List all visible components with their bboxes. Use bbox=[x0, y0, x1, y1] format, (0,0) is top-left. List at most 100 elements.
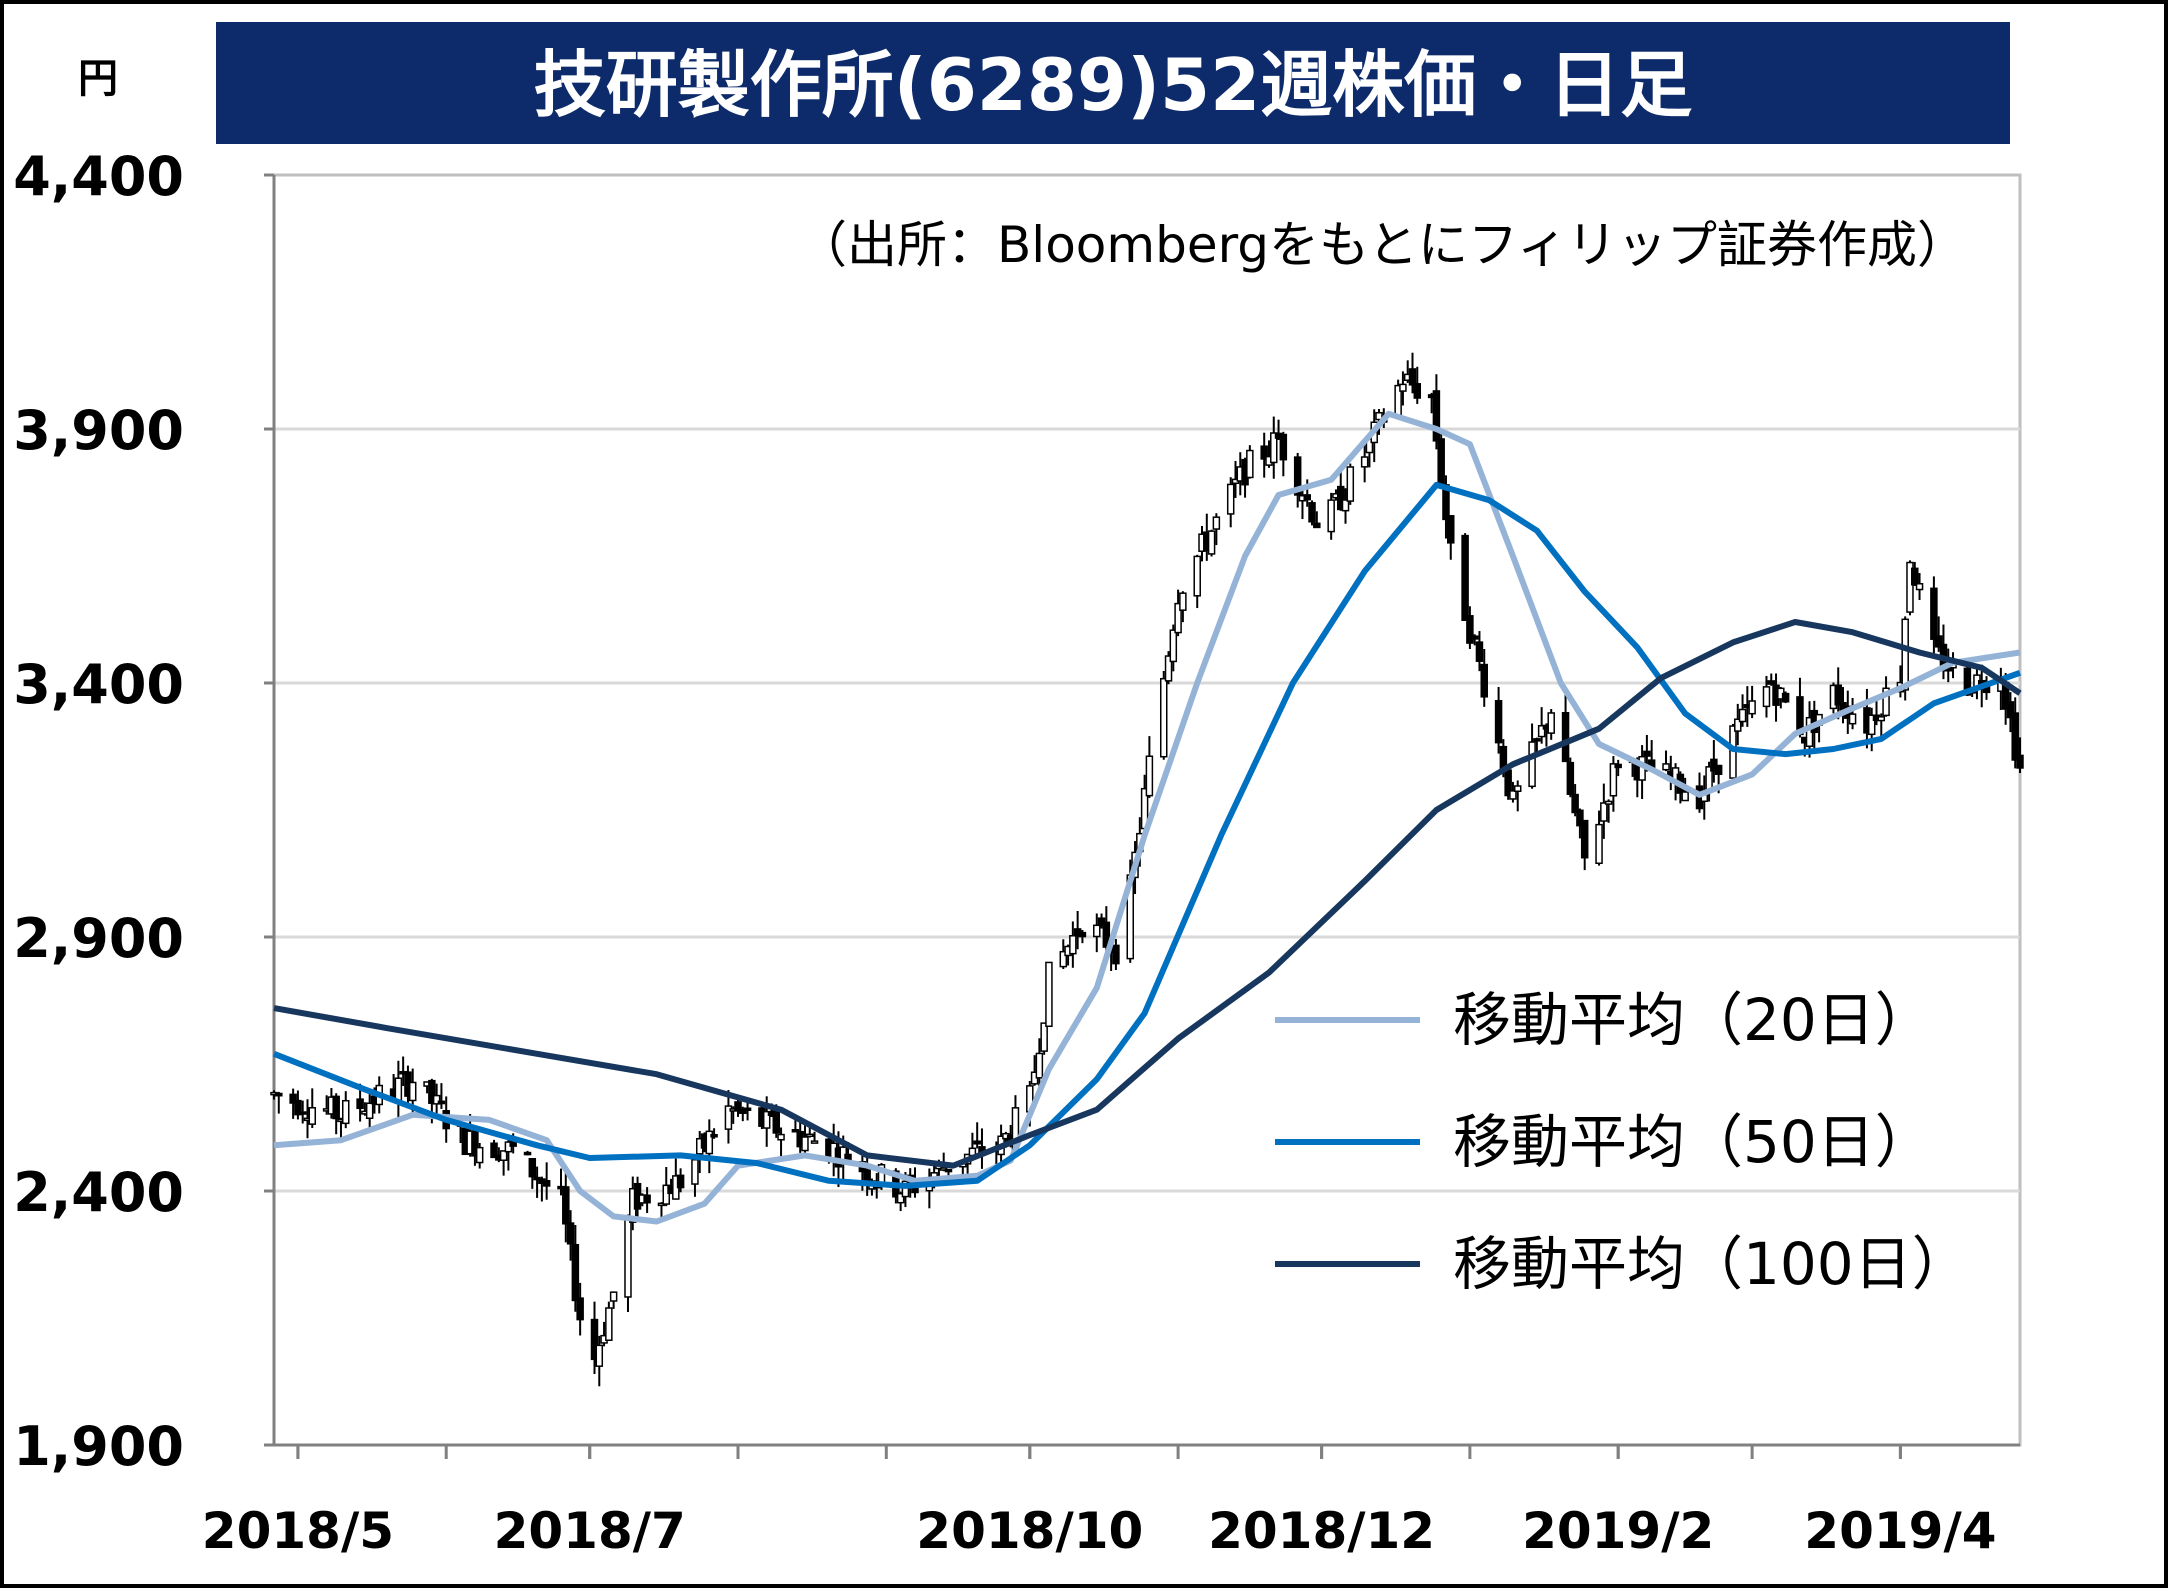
candle-body bbox=[777, 1133, 785, 1141]
candle-body bbox=[1360, 456, 1369, 468]
candle-body bbox=[1308, 502, 1316, 523]
candle-body bbox=[710, 1134, 718, 1138]
candle-body bbox=[1447, 515, 1455, 544]
candle-body bbox=[1327, 499, 1335, 533]
candle-body bbox=[1399, 383, 1407, 392]
candle-body bbox=[275, 1092, 283, 1097]
y-tick-label: 1,900 bbox=[13, 1415, 184, 1478]
candle-body bbox=[1537, 725, 1546, 738]
candle-body bbox=[1934, 635, 1943, 648]
candle-body bbox=[734, 1101, 742, 1111]
candle-body bbox=[1246, 449, 1254, 479]
candle-body bbox=[1963, 667, 1972, 696]
x-tick-label: 2018/5 bbox=[202, 1502, 394, 1560]
candle-body bbox=[475, 1146, 484, 1164]
candle-body bbox=[743, 1107, 752, 1111]
candle-body bbox=[562, 1186, 570, 1225]
candle-body bbox=[1313, 522, 1321, 529]
y-tick-label: 3,400 bbox=[13, 653, 184, 716]
candle-body bbox=[1609, 763, 1618, 797]
candle-body bbox=[1045, 961, 1053, 1028]
candle-body bbox=[1714, 764, 1723, 775]
candle-body bbox=[1566, 761, 1575, 795]
legend-label: 移動平均（100日） bbox=[1453, 1230, 1970, 1298]
candle-body bbox=[1528, 741, 1536, 788]
candle-body bbox=[1413, 383, 1422, 399]
candle-body bbox=[1193, 555, 1201, 597]
candle-body bbox=[724, 1105, 733, 1130]
x-tick-label: 2018/12 bbox=[1208, 1502, 1435, 1560]
candle-body bbox=[1604, 800, 1613, 805]
candle-body bbox=[342, 1099, 350, 1125]
candle-body bbox=[1346, 466, 1355, 502]
candle-body bbox=[1738, 708, 1747, 723]
candle-body bbox=[428, 1079, 436, 1104]
candle-body bbox=[1614, 763, 1622, 769]
candle-body bbox=[1169, 629, 1178, 663]
ma-line-0 bbox=[273, 410, 2021, 1225]
candle-body bbox=[1112, 944, 1120, 965]
candle-body bbox=[1040, 1022, 1048, 1052]
candle-body bbox=[471, 1130, 479, 1157]
y-axis: 4,400 3,900 3,400 2,900 2,400 1,900 bbox=[13, 145, 274, 1478]
candle-body bbox=[437, 1100, 446, 1105]
candle-body bbox=[1509, 790, 1517, 800]
legend-label: 移動平均（20日） bbox=[1453, 986, 1933, 1054]
candle-body bbox=[1179, 592, 1187, 611]
candle-body bbox=[739, 1108, 747, 1114]
candle-body bbox=[1662, 763, 1670, 771]
candle-body bbox=[1078, 931, 1087, 938]
chart-title: 技研製作所(6289)52週株価・日足 bbox=[534, 43, 1692, 127]
candle-body bbox=[1069, 935, 1077, 955]
candle-body bbox=[2011, 712, 2019, 761]
candle-body bbox=[896, 1192, 905, 1204]
candle-body bbox=[356, 1098, 364, 1110]
candle-body bbox=[801, 1136, 809, 1152]
candle-body bbox=[590, 1318, 599, 1361]
candle-body bbox=[901, 1180, 910, 1198]
candle-body bbox=[499, 1150, 508, 1162]
candle-body bbox=[1767, 680, 1776, 685]
candle-body bbox=[762, 1110, 771, 1129]
candle-body bbox=[1848, 713, 1857, 725]
candle-body bbox=[1270, 432, 1278, 464]
candle-body bbox=[528, 1158, 537, 1178]
candle-body bbox=[1595, 823, 1603, 865]
candle-body bbox=[1480, 663, 1488, 698]
candle-body bbox=[1437, 438, 1445, 486]
candle-body bbox=[1341, 499, 1350, 512]
candle-body bbox=[408, 1081, 417, 1102]
candle-body bbox=[863, 1169, 871, 1183]
candle-body bbox=[2006, 701, 2015, 719]
y-tick-label: 2,900 bbox=[13, 907, 184, 970]
candle-body bbox=[1834, 684, 1842, 706]
x-axis: 2018/5 2018/7 2018/10 2018/12 2019/2 2019/4 bbox=[202, 1445, 1997, 1560]
candle-body bbox=[944, 1168, 953, 1173]
x-tick-label: 2019/2 bbox=[1522, 1502, 1714, 1560]
candle-body bbox=[609, 1291, 618, 1302]
candle-body bbox=[1734, 718, 1742, 732]
candle-body bbox=[394, 1077, 403, 1101]
candle-body bbox=[294, 1099, 302, 1116]
candle-body bbox=[1293, 456, 1302, 496]
candle-body bbox=[542, 1180, 551, 1187]
candle-body bbox=[1513, 785, 1522, 793]
candle-body bbox=[1533, 738, 1541, 742]
candle-body bbox=[566, 1222, 575, 1245]
candle-body bbox=[691, 1158, 699, 1185]
candle-body bbox=[1600, 802, 1608, 822]
candle-body bbox=[973, 1140, 981, 1145]
candle-body bbox=[1059, 950, 1068, 968]
candle-body bbox=[2016, 754, 2024, 769]
candle-body bbox=[1226, 483, 1235, 515]
candle-body bbox=[772, 1108, 781, 1134]
candle-body bbox=[806, 1133, 814, 1138]
candle-body bbox=[1174, 602, 1182, 634]
candle-body bbox=[1408, 368, 1417, 386]
y-tick-label: 2,400 bbox=[13, 1161, 184, 1224]
candle-body bbox=[1093, 924, 1101, 938]
candle-body bbox=[1461, 534, 1469, 622]
candle-body bbox=[1207, 530, 1216, 555]
ma-line-1 bbox=[272, 481, 2022, 1189]
